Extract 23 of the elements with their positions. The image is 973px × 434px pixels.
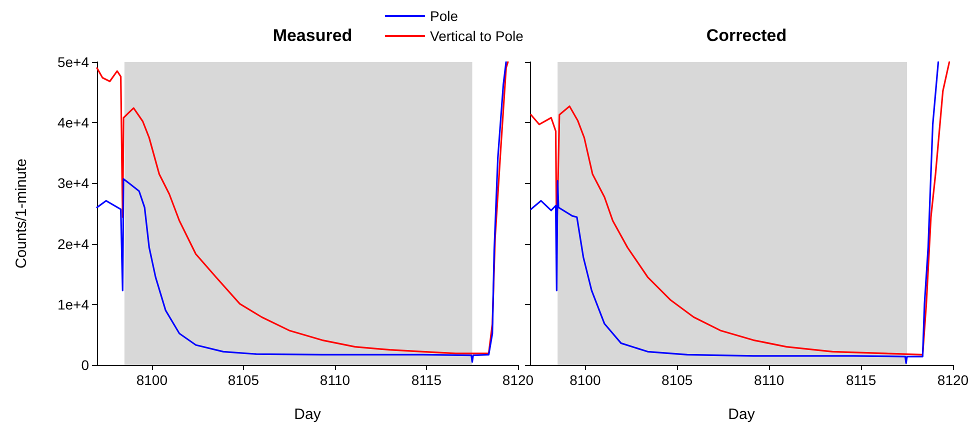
legend-label: Pole: [430, 8, 458, 24]
x-tick-label: 8120: [502, 372, 534, 388]
y-tick-label: 1e+4: [57, 296, 90, 312]
x-tick-label: 8105: [662, 372, 693, 388]
x-tick-label: 8100: [136, 372, 168, 388]
y-tick-label: 3e+4: [57, 175, 90, 192]
x-axis-title: Day: [294, 406, 322, 423]
y-tick-label: 2e+4: [57, 236, 90, 252]
x-tick-label: 8105: [228, 372, 260, 388]
x-tick-label: 8115: [846, 372, 876, 388]
legend-label: Vertical to Pole: [430, 28, 524, 44]
chart-title: Corrected: [706, 26, 787, 45]
x-tick-label: 8115: [411, 372, 442, 388]
y-tick-label: 0: [81, 357, 90, 373]
chart-title: Measured: [272, 26, 352, 45]
y-tick-label: 4e+4: [57, 114, 90, 131]
x-tick-label: 8100: [570, 372, 601, 388]
x-axis-title: Day: [728, 406, 756, 423]
y-tick-label: 5e+4: [57, 54, 90, 70]
x-tick-label: 8110: [320, 372, 350, 388]
x-tick-label: 8120: [937, 372, 969, 388]
y-axis-title: Counts/1-minute: [13, 158, 30, 269]
x-tick-label: 8110: [754, 372, 784, 388]
